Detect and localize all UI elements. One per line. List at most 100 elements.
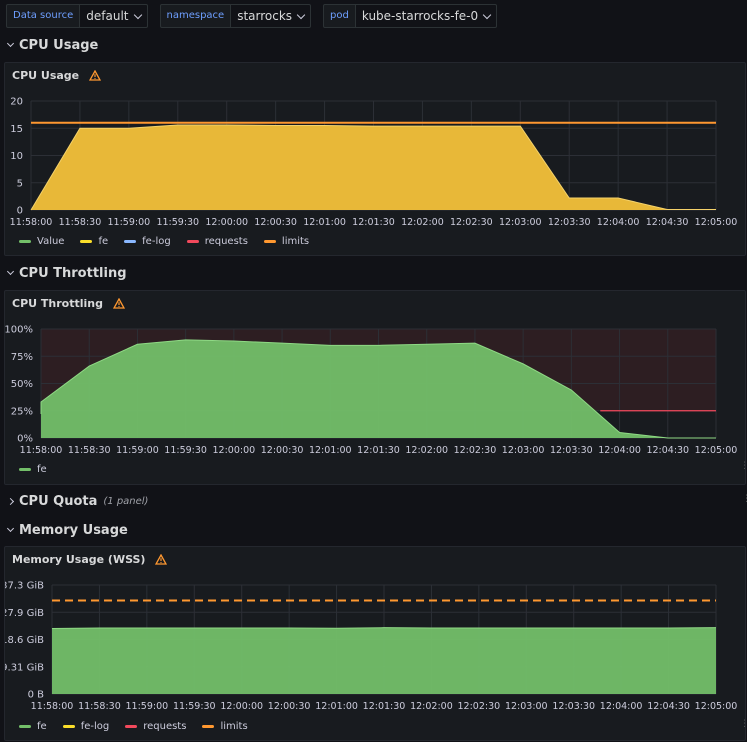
chevron-right-icon bbox=[6, 497, 15, 505]
y-tick-label: 75% bbox=[11, 352, 33, 363]
legend: Value fe fe-log requests limits bbox=[19, 236, 309, 247]
panel-title: CPU Usage bbox=[12, 69, 80, 82]
resize-handle[interactable]: ⋮ bbox=[740, 719, 747, 729]
x-tick-label: 12:05:00 bbox=[695, 217, 738, 228]
y-tick-label: 0 bbox=[17, 206, 23, 217]
legend-item-limits[interactable]: limits bbox=[263, 236, 310, 247]
y-tick-label: 9.31 GiB bbox=[5, 662, 44, 673]
panel-title: Memory Usage (WSS) bbox=[12, 553, 146, 566]
x-tick-label: 12:03:00 bbox=[502, 445, 545, 456]
legend-label: fe-log bbox=[80, 721, 110, 732]
x-tick-label: 11:59:00 bbox=[108, 217, 151, 228]
y-tick-label: 37.3 GiB bbox=[5, 581, 44, 592]
warning-icon[interactable] bbox=[155, 554, 168, 565]
x-tick-label: 11:59:30 bbox=[156, 217, 199, 228]
series-area-fe bbox=[31, 124, 716, 210]
chevron-down-icon bbox=[6, 267, 15, 276]
y-tick-label: 25% bbox=[11, 406, 33, 417]
x-tick-label: 12:04:00 bbox=[598, 445, 641, 456]
chevron-down-icon bbox=[296, 10, 306, 19]
datasource-select[interactable]: default bbox=[80, 4, 148, 28]
x-tick-label: 12:01:00 bbox=[303, 217, 346, 228]
legend-label: fe bbox=[37, 464, 47, 475]
variable-value: starrocks bbox=[237, 9, 293, 23]
resize-handle[interactable]: ⋮ bbox=[740, 461, 747, 471]
legend-swatch bbox=[186, 240, 199, 243]
x-tick-label: 12:00:30 bbox=[254, 217, 297, 228]
namespace-select[interactable]: starrocks bbox=[231, 4, 312, 28]
x-tick-label: 12:03:30 bbox=[550, 445, 593, 456]
x-tick-label: 12:01:30 bbox=[352, 217, 395, 228]
panel-cpu-usage[interactable]: CPU Usage 0 5 10 15 20 11:58:00 11:58:30 11:59:… bbox=[4, 62, 746, 256]
panel-memory-usage[interactable]: Memory Usage (WSS) 0 B 9.31 GiB 18.6 GiB 27… bbox=[4, 546, 747, 741]
panel-cpu-throttling[interactable]: CPU Throttling 0% 25% 50% 75% 100% 11:58:00 11… bbox=[4, 290, 747, 485]
legend-item-requests[interactable]: requests bbox=[125, 721, 186, 732]
chevron-down-icon bbox=[133, 10, 142, 19]
variable-value: kube-starrocks-fe-0 bbox=[361, 9, 479, 23]
memory-usage-chart[interactable]: 0 B 9.31 GiB 18.6 GiB 27.9 GiB 37.3 GiB 11:58… bbox=[5, 547, 745, 740]
variables-bar: Data source default namespace starrocks … bbox=[6, 4, 503, 28]
legend-label: requests bbox=[204, 236, 248, 247]
y-tick-label: 18.6 GiB bbox=[5, 635, 44, 646]
legend-item-fe[interactable]: fe bbox=[80, 236, 108, 247]
y-tick-label: 0 B bbox=[28, 690, 45, 701]
legend-item-fe-log[interactable]: fe-log bbox=[62, 721, 110, 732]
legend-swatch bbox=[202, 725, 215, 728]
row-title: CPU Quota bbox=[19, 493, 98, 509]
x-tick-label: 11:59:00 bbox=[126, 701, 169, 712]
variable-pod[interactable]: pod kube-starrocks-fe-0 bbox=[323, 4, 498, 28]
cpu-throttling-chart[interactable]: 0% 25% 50% 75% 100% 11:58:00 11:58:30 11:59:00 1… bbox=[5, 291, 745, 484]
panel-header[interactable]: Memory Usage (WSS) bbox=[12, 553, 168, 566]
legend-swatch bbox=[19, 240, 31, 243]
series-line-fe bbox=[51, 627, 717, 630]
row-drag-handle[interactable]: ⋮⋮ bbox=[742, 494, 747, 504]
y-tick-label: 15 bbox=[10, 124, 23, 135]
x-tick-label: 11:58:00 bbox=[20, 445, 63, 456]
x-tick-label: 12:05:00 bbox=[695, 445, 738, 456]
legend-item-fe[interactable]: fe bbox=[19, 721, 47, 732]
x-tick-label: 12:00:30 bbox=[261, 445, 304, 456]
series-line-fe bbox=[30, 124, 716, 211]
warning-icon[interactable] bbox=[89, 70, 102, 81]
x-tick-label: 12:04:00 bbox=[597, 217, 640, 228]
variable-label: namespace bbox=[159, 4, 232, 28]
row-memory-usage[interactable]: Memory Usage bbox=[6, 520, 128, 540]
x-tick-label: 12:00:00 bbox=[205, 217, 248, 228]
x-tick-label: 12:02:30 bbox=[458, 701, 501, 712]
row-cpu-usage[interactable]: CPU Usage bbox=[6, 35, 98, 55]
legend-label: fe bbox=[37, 721, 47, 732]
y-tick-label: 20 bbox=[10, 97, 23, 108]
cpu-usage-chart[interactable]: 0 5 10 15 20 11:58:00 11:58:30 11:59:00 11:59:30… bbox=[5, 63, 745, 255]
x-tick-label: 11:58:30 bbox=[68, 445, 111, 456]
warning-icon[interactable] bbox=[112, 298, 125, 309]
x-tick-label: 12:03:30 bbox=[552, 701, 595, 712]
x-tick-label: 11:58:30 bbox=[78, 701, 121, 712]
legend-swatch bbox=[263, 240, 276, 243]
variable-namespace[interactable]: namespace starrocks bbox=[159, 4, 312, 28]
x-tick-label: 11:58:30 bbox=[59, 217, 102, 228]
legend-label: limits bbox=[281, 236, 310, 247]
legend: fe fe-log requests limits bbox=[19, 721, 248, 732]
x-tick-label: 12:04:00 bbox=[600, 701, 643, 712]
legend-item-fe[interactable]: fe bbox=[19, 464, 47, 475]
variable-label: Data source bbox=[6, 4, 81, 28]
legend-swatch bbox=[19, 468, 31, 471]
legend-item-Value[interactable]: Value bbox=[19, 236, 64, 247]
pod-select[interactable]: kube-starrocks-fe-0 bbox=[355, 4, 498, 28]
row-cpu-throttling[interactable]: CPU Throttling bbox=[6, 263, 127, 283]
legend-item-limits[interactable]: limits bbox=[202, 721, 248, 732]
panel-header[interactable]: CPU Throttling bbox=[12, 297, 125, 310]
panel-header[interactable]: CPU Usage bbox=[12, 69, 102, 82]
x-tick-label: 12:02:30 bbox=[454, 445, 497, 456]
legend-item-requests[interactable]: requests bbox=[186, 236, 248, 247]
x-tick-label: 12:02:00 bbox=[401, 217, 444, 228]
row-panel-count: (1 panel) bbox=[103, 495, 149, 507]
legend-item-fe-log[interactable]: fe-log bbox=[124, 236, 171, 247]
legend-swatch bbox=[125, 725, 138, 728]
x-tick-label: 12:02:00 bbox=[405, 445, 448, 456]
y-tick-label: 100% bbox=[5, 325, 33, 336]
legend-label: requests bbox=[143, 721, 187, 732]
x-tick-label: 12:04:30 bbox=[646, 445, 689, 456]
variable-datasource[interactable]: Data source default bbox=[6, 4, 148, 28]
row-cpu-quota[interactable]: CPU Quota (1 panel) bbox=[6, 491, 149, 511]
